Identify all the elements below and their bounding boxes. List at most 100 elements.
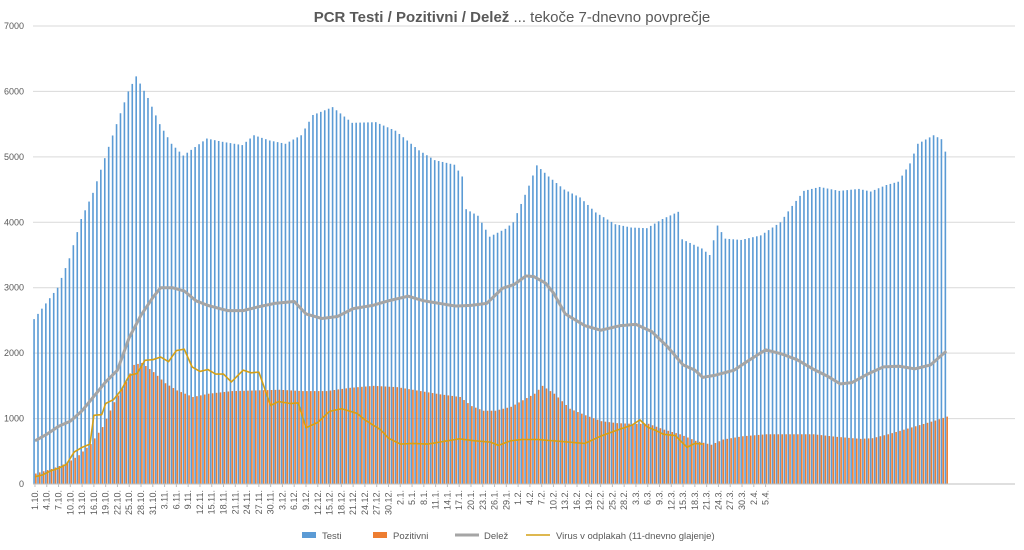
- bar-pozitivni: [828, 436, 831, 484]
- bar-testi: [496, 232, 499, 484]
- bar-testi: [944, 151, 947, 484]
- bar-pozitivni: [596, 419, 599, 484]
- x-tick-label: 31.10.: [148, 490, 158, 515]
- y-tick-label: 5000: [4, 152, 24, 162]
- bar-testi: [429, 157, 432, 485]
- bar-pozitivni: [439, 394, 442, 484]
- bar-testi: [803, 190, 805, 484]
- x-tick-label: 22.10.: [112, 490, 122, 515]
- legend-label: Delež: [484, 531, 509, 542]
- bar-pozitivni: [404, 388, 406, 484]
- bar-pozitivni: [490, 410, 493, 484]
- bar-testi: [418, 150, 420, 485]
- bar-testi: [225, 142, 228, 484]
- bar-testi: [634, 227, 636, 484]
- y-tick-label: 3000: [4, 283, 24, 293]
- bar-testi: [630, 227, 632, 484]
- legend-swatch: [302, 532, 316, 538]
- bar-pozitivni: [361, 386, 363, 484]
- bar-testi: [316, 113, 318, 485]
- bar-testi: [41, 308, 43, 484]
- bar-pozitivni: [215, 392, 218, 484]
- bar-testi: [461, 176, 464, 484]
- bar-testi: [716, 225, 719, 485]
- legend-label: Virus v odplakah (11-dnevno glajenje): [556, 531, 715, 542]
- bar-pozitivni: [651, 425, 654, 484]
- bar-testi: [343, 116, 346, 484]
- bar-pozitivni: [137, 363, 139, 484]
- bar-pozitivni: [365, 386, 367, 484]
- bar-testi: [441, 161, 444, 484]
- y-tick-label: 7000: [4, 21, 24, 31]
- bar-testi: [528, 185, 530, 484]
- bar-testi: [618, 225, 621, 485]
- bar-testi: [52, 292, 55, 484]
- bar-testi: [155, 115, 157, 485]
- bar-testi: [606, 219, 609, 484]
- bar-pozitivni: [518, 402, 520, 484]
- bar-pozitivni: [117, 395, 120, 484]
- bar-pozitivni: [164, 383, 167, 484]
- bar-testi: [296, 137, 299, 484]
- bar-pozitivni: [718, 441, 721, 484]
- bar-pozitivni: [553, 393, 556, 484]
- bar-testi: [834, 190, 837, 485]
- bar-pozitivni: [416, 390, 418, 484]
- bar-testi: [96, 181, 98, 484]
- bar-testi: [626, 226, 628, 484]
- x-tick-label: 18.3.: [690, 490, 700, 510]
- line-virus: [34, 348, 703, 478]
- bar-pozitivni: [895, 431, 897, 484]
- bar-testi: [280, 142, 283, 485]
- bar-testi: [940, 139, 943, 485]
- bar-testi: [536, 165, 538, 484]
- bar-testi: [135, 76, 137, 484]
- bar-testi: [642, 228, 644, 484]
- bar-testi: [92, 192, 94, 485]
- bar-pozitivni: [789, 434, 791, 484]
- bar-pozitivni: [918, 425, 921, 484]
- bar-pozitivni: [262, 390, 265, 484]
- bar-testi: [858, 188, 860, 484]
- legend-label: Pozitivni: [393, 531, 428, 542]
- bar-pozitivni: [317, 391, 320, 484]
- bar-testi: [905, 169, 907, 485]
- bar-pozitivni: [368, 386, 371, 484]
- bar-pozitivni: [581, 413, 583, 484]
- x-tick-label: 3.3.: [631, 490, 641, 505]
- bar-pozitivni: [541, 385, 544, 484]
- bar-testi: [587, 204, 589, 484]
- x-tick-label: 11.1.: [431, 490, 441, 509]
- x-tick-label: 6.11.: [171, 490, 181, 509]
- bar-testi: [143, 90, 145, 484]
- bar-testi: [826, 188, 829, 484]
- bar-testi: [288, 141, 291, 484]
- x-tick-label: 2.1.: [395, 490, 405, 505]
- bar-testi: [335, 110, 338, 484]
- x-tick-label: 4.2.: [525, 490, 535, 505]
- bar-pozitivni: [903, 429, 905, 484]
- bar-pozitivni: [848, 437, 850, 484]
- bar-testi: [646, 228, 648, 484]
- bar-pozitivni: [730, 438, 732, 484]
- x-tick-label: 24.12.: [360, 490, 370, 515]
- bar-testi: [759, 235, 762, 484]
- bar-testi: [178, 151, 181, 484]
- bar-pozitivni: [577, 412, 579, 484]
- bar-pozitivni: [706, 443, 709, 484]
- bar-testi: [846, 190, 848, 485]
- bar-testi: [437, 161, 440, 485]
- bar-pozitivni: [423, 391, 426, 484]
- bar-pozitivni: [459, 396, 461, 484]
- bar-pozitivni: [412, 389, 414, 484]
- bar-pozitivni: [70, 460, 73, 484]
- bar-testi: [924, 139, 927, 485]
- bar-testi: [147, 97, 149, 484]
- bar-testi: [693, 244, 695, 484]
- bar-testi: [481, 222, 483, 484]
- x-tick-label: 24.11.: [242, 490, 252, 514]
- bar-testi: [598, 214, 601, 485]
- x-tick-label: 22.2.: [596, 490, 606, 510]
- bar-pozitivni: [526, 398, 528, 484]
- bar-pozitivni: [145, 366, 147, 484]
